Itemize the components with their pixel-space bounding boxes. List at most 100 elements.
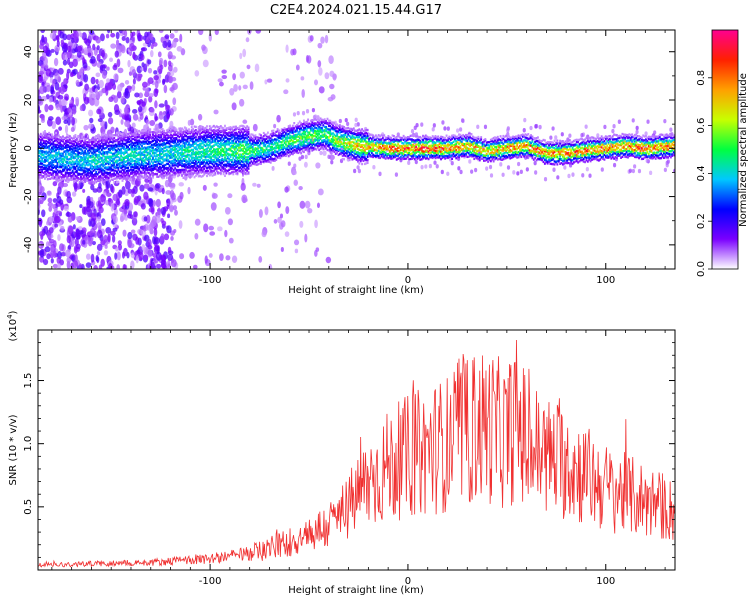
spectrogram-cell [280,151,283,154]
spectrogram-cell [142,147,145,150]
spectrogram-cell [105,180,111,189]
spectrogram-cell [42,258,49,266]
spectrogram-cell [571,172,575,177]
spectrogram-cell [311,121,314,124]
spectrogram-cell [43,76,48,82]
spectrogram-cell [132,133,135,136]
spectrogram-cell [70,166,73,169]
spectrogram-cell [254,137,257,140]
spectrogram-cell [225,169,228,172]
spectrogram-cell [120,119,124,125]
spectrogram-cell [44,142,46,145]
spectrogram-cell [57,160,60,163]
spectrogram-cell [107,30,111,34]
spectrogram-cell [188,174,190,178]
spectrogram-cell [150,164,153,168]
spectrogram-cell [92,165,95,169]
spectrogram-cell [236,134,239,137]
spectrogram-cell [150,137,153,140]
spectrogram-cell [74,168,77,171]
spectrogram-cell [102,147,105,150]
spectrogram-cell [59,152,62,156]
spectrogram-cell [204,126,207,130]
spectrogram-cell [211,160,214,163]
spectrogram-cell [326,127,329,131]
spectrogram-cell [247,158,250,161]
spectrogram-cell [204,170,207,173]
spectrogram-cell [336,134,339,137]
spectrogram-cell [113,163,116,167]
spectrogram-cell [74,174,77,177]
spectrogram-cell [328,55,334,65]
spectrogram-cell [158,136,161,139]
spectrogram-cell [183,154,186,158]
spectrogram-cell [150,140,153,143]
spectrogram-cell [116,58,121,68]
spectrogram-cell [60,157,63,160]
spectrogram-cell [227,193,233,199]
spectrogram-cell [121,146,124,149]
spectrogram-cell [107,111,113,118]
spectrogram-cell [46,154,49,157]
spectrogram-cell [309,123,312,126]
spectrogram-cell [314,134,316,138]
spectrogram-cell [254,141,257,145]
spectrogram-cell [160,136,163,139]
spectrogram-cell [242,174,244,177]
spectrogram-cell [239,161,242,165]
spectrogram-cell [276,114,281,123]
spectrogram-cell [230,149,233,153]
spectrogram-cell [53,160,56,163]
spectrogram-cell [165,129,168,132]
spectrogram-cell [254,136,257,139]
spectrogram-cell [110,230,116,236]
spectrogram-cell [80,140,82,143]
spectrogram-cell [323,133,326,136]
spectrogram-cell [64,172,67,176]
spectrogram-cell [143,167,146,170]
spectrogram-cell [304,126,307,130]
spectrogram-cell [165,138,168,142]
spectrogram-cell [98,138,100,141]
spectrogram-cell [66,133,69,136]
spectrogram-cell [204,150,207,154]
spectrogram-cell [210,137,213,141]
spectrogram-cell [111,234,116,243]
spectrogram-cell [168,156,171,160]
spectrogram-cell [243,170,246,173]
spectrogram-cell [147,165,150,169]
spectrogram-cell [488,164,493,170]
spectrogram-cell [206,147,208,150]
spectrogram-cell [440,169,444,175]
spectrogram-cell [100,171,103,174]
spectrogram-cell [62,178,64,181]
spectrogram-cell [273,146,276,149]
spectrogram-cell [127,162,130,165]
spectrogram-cell [39,248,45,258]
spectrogram-cell [168,172,171,175]
spectrogram-cell [315,132,318,136]
spectrogram-cell [116,159,118,162]
spectrogram-cell [50,161,53,165]
spectrogram-cell [80,177,82,181]
spectrogram-cell [38,176,41,179]
spectrogram-cell [157,51,162,58]
spectrogram-cell [66,235,71,244]
spectrogram-cell [132,143,135,147]
spectrogram-cell [55,148,58,152]
spectrogram-cell [99,170,102,173]
spectrogram-cell [276,128,279,131]
spectrogram-cell [251,151,254,154]
spectrogram-cell [340,151,343,154]
spectrogram-cell [203,134,206,137]
spectrogram-cell [41,145,44,149]
spectrogram-cell [56,256,62,265]
spectrogram-cell [143,131,146,135]
spectrogram-cell [237,149,240,152]
spectrogram-cell [181,168,184,171]
spectrogram-cell [247,172,250,175]
spectrogram-cell [107,160,110,164]
spectrogram-cell [246,64,251,70]
spectrogram-cell [132,221,137,226]
spectrogram-cell [174,131,177,134]
